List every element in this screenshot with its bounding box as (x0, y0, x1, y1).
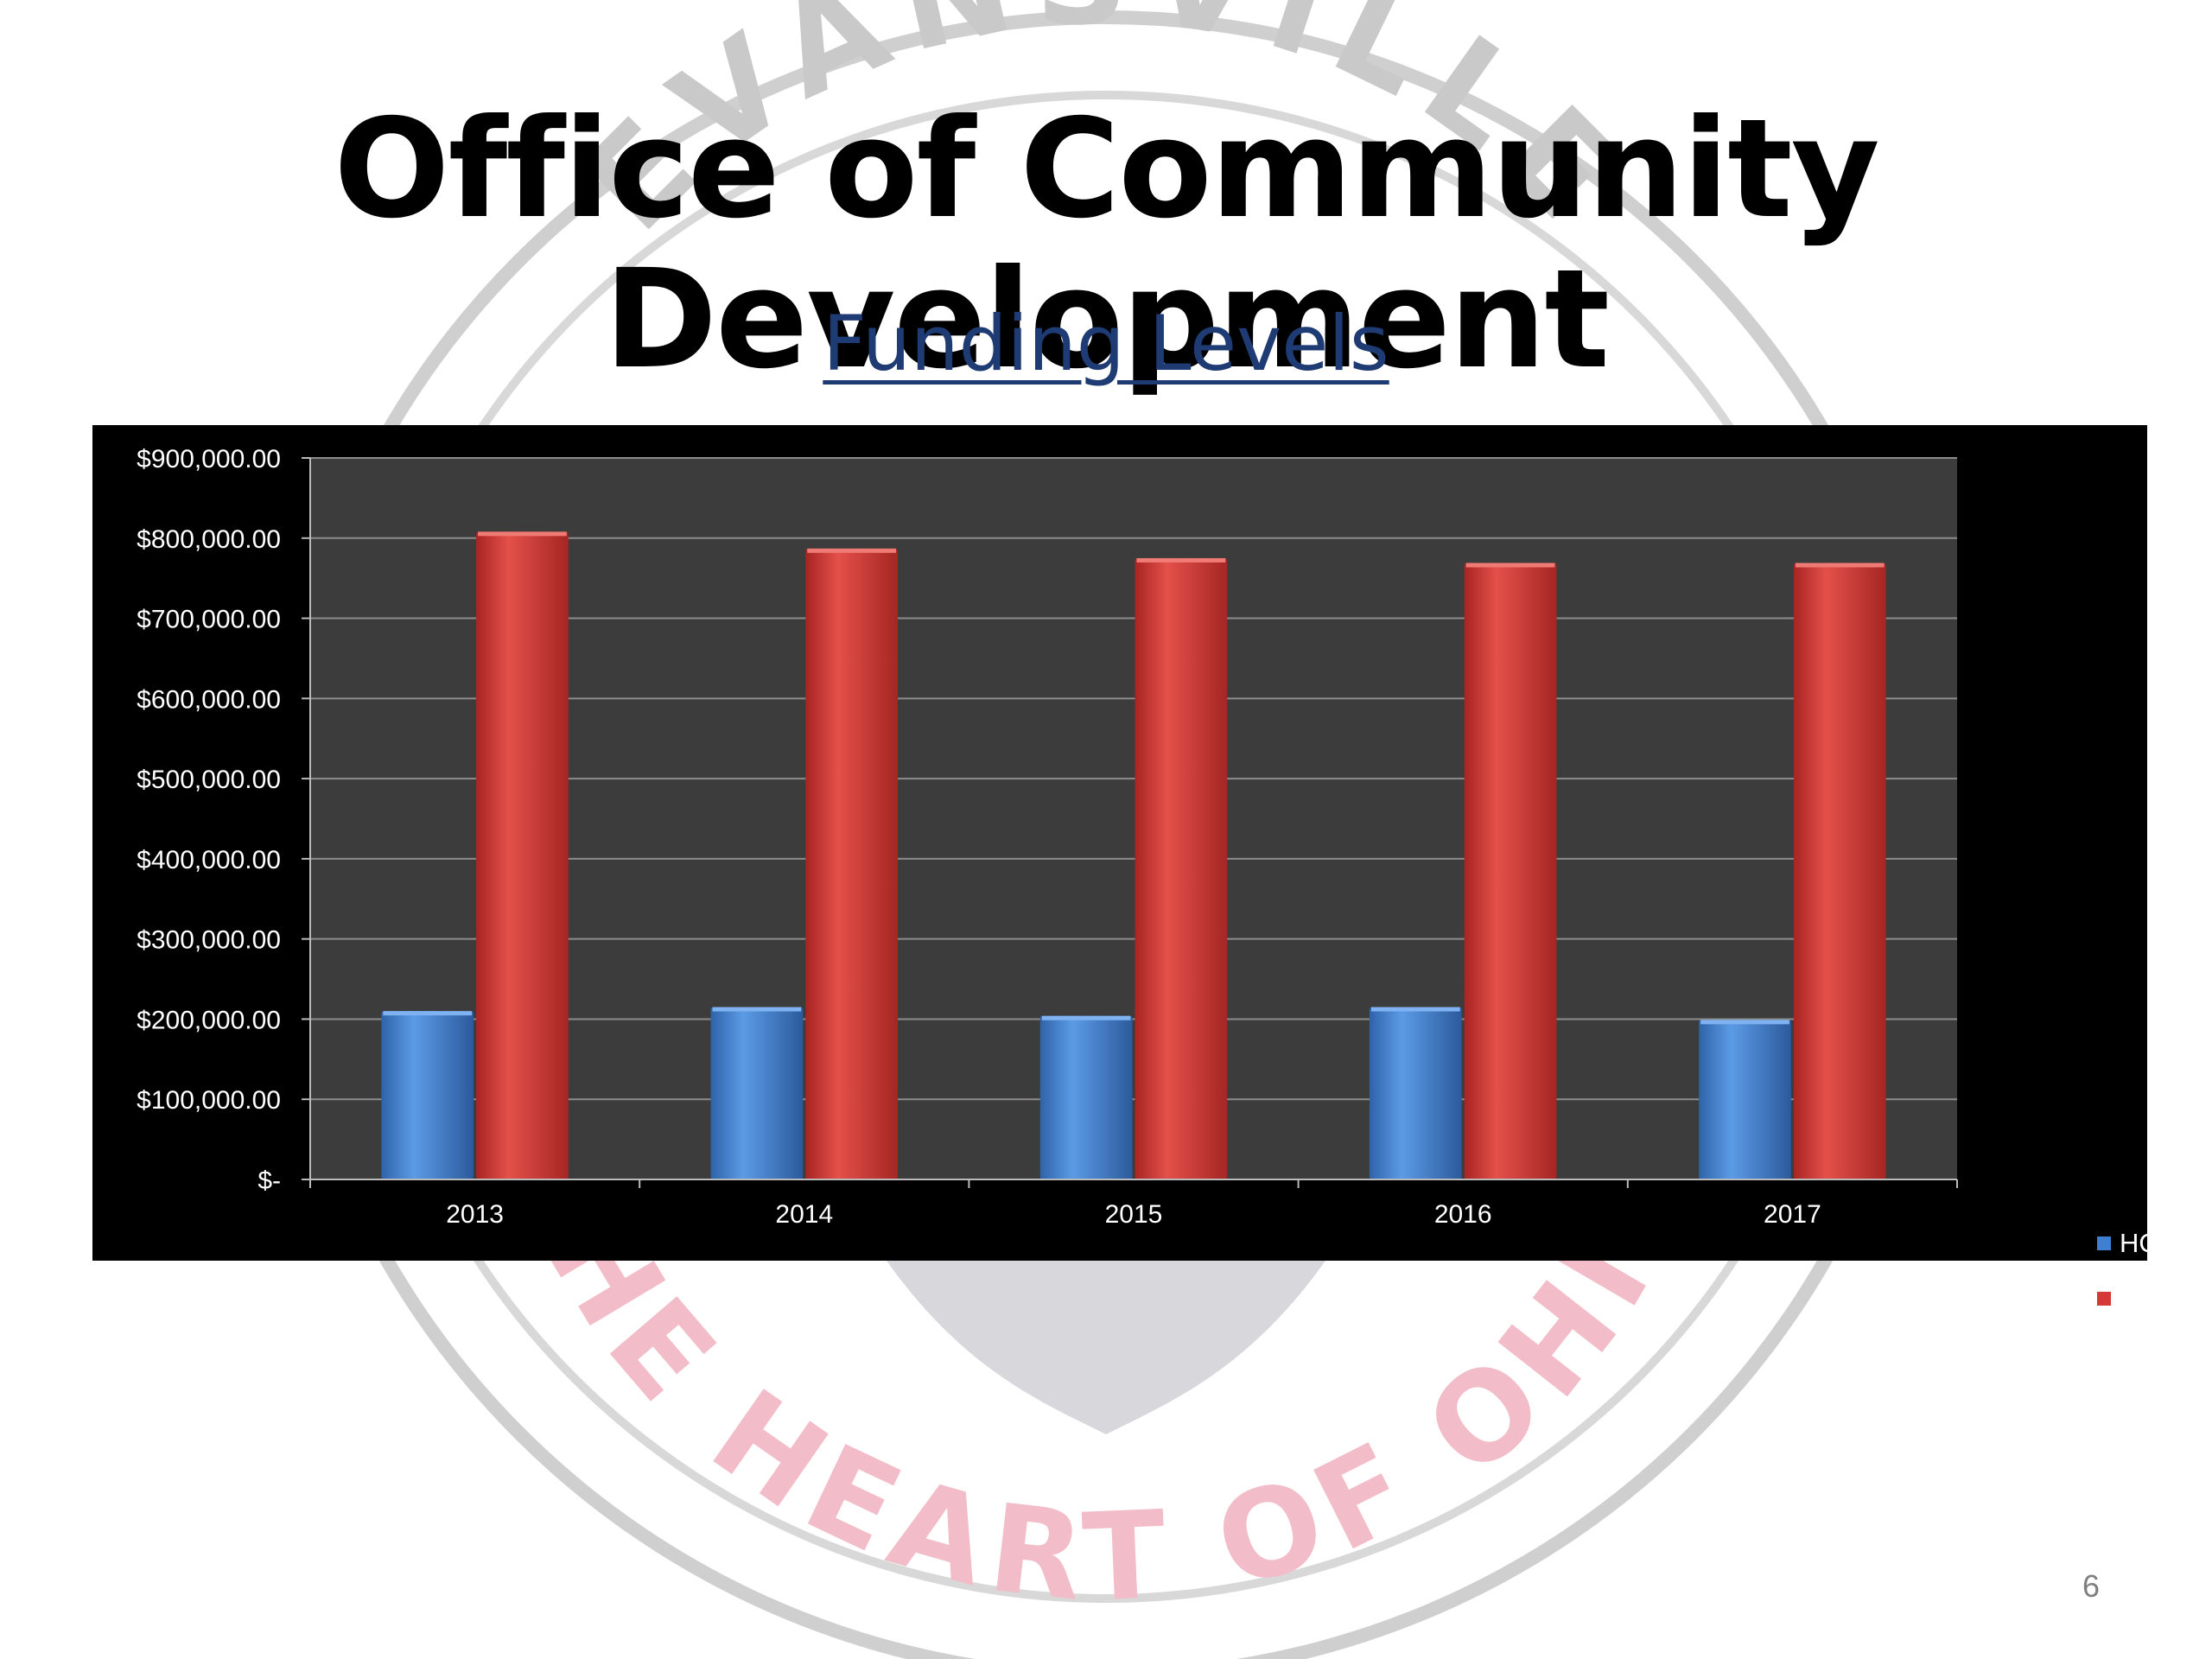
x-tick-label: 2014 (775, 1200, 833, 1229)
bar-cdbg-2016 (1464, 563, 1557, 1179)
legend-swatch-cdbg (2097, 1292, 2111, 1306)
bar-cdbg-2014 (805, 548, 899, 1179)
chart-canvas: $- $100,000.00 $200,000.00 $300,000.00 $400,… (137, 445, 1958, 1229)
funding-levels-chart: $- $100,000.00 $200,000.00 $300,000.00 $400,… (92, 425, 2200, 1313)
gridlines (310, 457, 1957, 1180)
slide-title: Office of Community Development (334, 90, 1880, 399)
axes: $- $100,000.00 $200,000.00 $300,000.00 $400,… (137, 445, 1958, 1229)
y-tick-label: $- (257, 1166, 281, 1195)
y-tick-label: $500,000.00 (137, 766, 281, 794)
y-tick-label: $100,000.00 (137, 1086, 281, 1115)
bar-home-top-2015 (1041, 1015, 1131, 1020)
seal-heart-shape (864, 1227, 1348, 1434)
bar-cdbg-2013 (476, 531, 569, 1179)
bar-cdbg-top-2014 (807, 548, 897, 553)
legend-item-home: HOME (2097, 1216, 2200, 1271)
y-tick-label: $200,000.00 (137, 1006, 281, 1034)
bar-cdbg-top-2016 (1465, 563, 1555, 568)
bar-cdbg-top-2013 (478, 531, 567, 537)
y-tick-label: $700,000.00 (137, 606, 281, 634)
legend-label-cdbg: CDBG (2120, 1283, 2197, 1313)
legend-item-cdbg: CDBG (2097, 1271, 2200, 1326)
page-number: 6 (2082, 1568, 2100, 1604)
bar-home-top-2016 (1370, 1007, 1460, 1012)
y-tick-label: $900,000.00 (137, 445, 281, 474)
y-tick-label: $600,000.00 (137, 685, 281, 714)
bar-home-2015 (1039, 1015, 1133, 1179)
y-tick-label: $800,000.00 (137, 525, 281, 554)
bar-cdbg-2017 (1793, 563, 1886, 1179)
slide-subtitle: Funding Levels (0, 302, 2212, 386)
legend-label-home: HOME (2120, 1228, 2200, 1258)
y-tick-label: $400,000.00 (137, 846, 281, 874)
x-tick-label: 2016 (1434, 1200, 1492, 1229)
bars (381, 531, 1886, 1179)
y-tick-label: $300,000.00 (137, 926, 281, 955)
plot-area (310, 458, 1957, 1179)
bar-cdbg-top-2017 (1795, 563, 1885, 568)
x-tick-label: 2015 (1105, 1200, 1163, 1229)
bar-cdbg-2015 (1135, 557, 1228, 1179)
bar-home-2017 (1699, 1020, 1791, 1179)
subtitle-link-text: Funding Levels (823, 299, 1389, 388)
bar-home-top-2014 (712, 1007, 802, 1012)
legend-swatch-home (2097, 1236, 2111, 1250)
x-tick-label: 2013 (446, 1200, 504, 1229)
bar-home-2014 (710, 1007, 804, 1179)
x-tick-label: 2017 (1764, 1200, 1821, 1229)
bar-home-2013 (381, 1011, 474, 1179)
bar-home-2016 (1369, 1007, 1462, 1179)
bar-home-top-2017 (1700, 1020, 1789, 1025)
bar-cdbg-top-2015 (1136, 557, 1226, 563)
chart-legend: HOME CDBG (2097, 1216, 2200, 1326)
bar-home-top-2013 (383, 1011, 473, 1016)
